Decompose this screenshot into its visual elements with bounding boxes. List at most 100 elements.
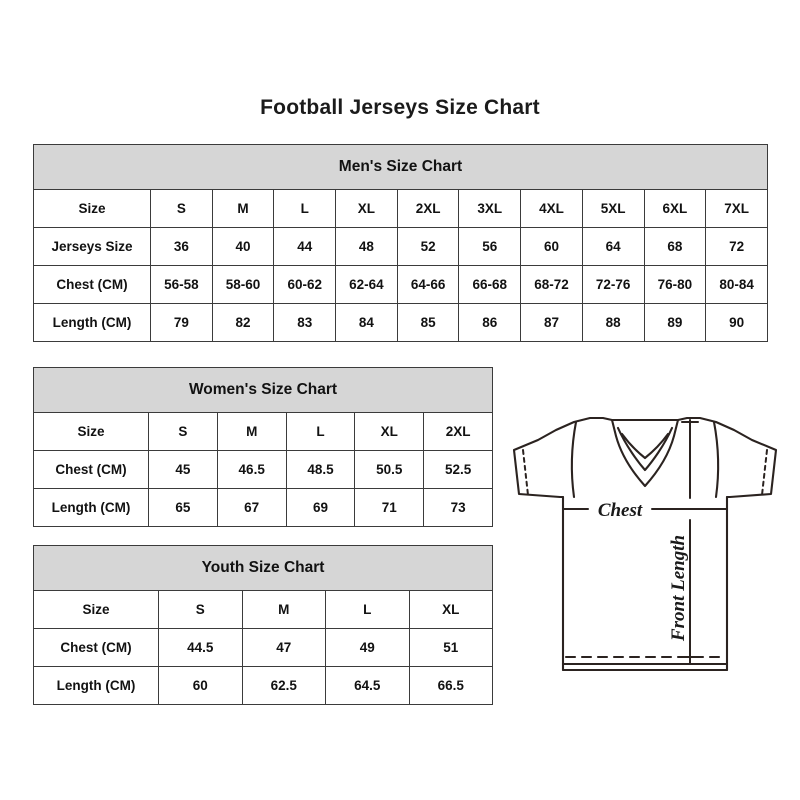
table-row: Chest (CM) 56-58 58-60 60-62 62-64 64-66… bbox=[33, 265, 769, 304]
table-cell: 56 bbox=[458, 227, 522, 266]
table-cell: 64-66 bbox=[396, 265, 460, 304]
youth-band-label: Youth Size Chart bbox=[32, 545, 494, 591]
column-header: XL bbox=[335, 189, 398, 228]
column-header: XL bbox=[354, 412, 425, 451]
mens-size-table: Men's Size Chart Size S M L XL 2XL 3XL 4… bbox=[32, 144, 769, 342]
column-header: M bbox=[211, 189, 275, 228]
table-cell: 76-80 bbox=[643, 265, 707, 304]
table-cell: 68 bbox=[643, 227, 707, 266]
table-band-row: Men's Size Chart bbox=[32, 144, 769, 190]
table-cell: 50.5 bbox=[354, 450, 425, 489]
table-row: Chest (CM) 45 46.5 48.5 50.5 52.5 bbox=[33, 450, 494, 489]
table-cell: 87 bbox=[520, 303, 583, 342]
table-header-row: Size S M L XL bbox=[33, 590, 494, 629]
table-cell: 68-72 bbox=[520, 265, 583, 304]
table-band-row: Youth Size Chart bbox=[32, 545, 494, 591]
youth-size-table: Youth Size Chart Size S M L XL Chest (CM… bbox=[32, 545, 494, 705]
table-cell: 49 bbox=[325, 628, 410, 667]
table-cell: 52 bbox=[396, 227, 460, 266]
table-cell: 89 bbox=[643, 303, 707, 342]
table-row: Length (CM) 79 82 83 84 85 86 87 88 89 9… bbox=[33, 303, 769, 342]
column-header: 2XL bbox=[423, 412, 494, 451]
table-cell: 64.5 bbox=[325, 666, 410, 705]
table-cell: 79 bbox=[150, 303, 213, 342]
table-cell: 46.5 bbox=[216, 450, 287, 489]
column-header: Size bbox=[33, 412, 149, 451]
column-header: M bbox=[216, 412, 287, 451]
page-title: Football Jerseys Size Chart bbox=[260, 96, 540, 119]
column-header: 5XL bbox=[581, 189, 645, 228]
table-cell: 67 bbox=[216, 488, 287, 527]
table-cell: 73 bbox=[423, 488, 494, 527]
table-cell: 60 bbox=[158, 666, 243, 705]
row-label: Length (CM) bbox=[33, 488, 149, 527]
column-header: Size bbox=[33, 189, 151, 228]
table-cell: 82 bbox=[211, 303, 275, 342]
row-label: Jerseys Size bbox=[33, 227, 151, 266]
table-cell: 84 bbox=[335, 303, 398, 342]
table-cell: 60-62 bbox=[273, 265, 337, 304]
column-header: L bbox=[285, 412, 356, 451]
table-cell: 90 bbox=[705, 303, 769, 342]
v-neck-jersey-measurement-diagram: Chest Front Length bbox=[500, 398, 790, 694]
table-cell: 66-68 bbox=[458, 265, 522, 304]
table-cell: 85 bbox=[396, 303, 460, 342]
table-cell: 62-64 bbox=[335, 265, 398, 304]
womens-band-label: Women's Size Chart bbox=[32, 367, 494, 413]
row-label: Length (CM) bbox=[33, 666, 159, 705]
mens-band-label: Men's Size Chart bbox=[32, 144, 769, 190]
column-header: M bbox=[241, 590, 326, 629]
table-cell: 48 bbox=[335, 227, 398, 266]
table-row: Length (CM) 65 67 69 71 73 bbox=[33, 488, 494, 527]
column-header: S bbox=[150, 189, 213, 228]
table-cell: 45 bbox=[148, 450, 218, 489]
column-header: L bbox=[325, 590, 410, 629]
table-header-row: Size S M L XL 2XL bbox=[33, 412, 494, 451]
table-cell: 48.5 bbox=[285, 450, 356, 489]
womens-size-table: Women's Size Chart Size S M L XL 2XL Che… bbox=[32, 367, 494, 527]
table-cell: 52.5 bbox=[423, 450, 494, 489]
column-header: 4XL bbox=[520, 189, 583, 228]
table-cell: 83 bbox=[273, 303, 337, 342]
table-cell: 64 bbox=[581, 227, 645, 266]
table-cell: 72-76 bbox=[581, 265, 645, 304]
column-header: S bbox=[158, 590, 243, 629]
table-cell: 71 bbox=[354, 488, 425, 527]
table-cell: 60 bbox=[520, 227, 583, 266]
row-label: Chest (CM) bbox=[33, 450, 149, 489]
row-label: Chest (CM) bbox=[33, 265, 151, 304]
column-header: 3XL bbox=[458, 189, 522, 228]
table-cell: 44.5 bbox=[158, 628, 243, 667]
table-cell: 72 bbox=[705, 227, 769, 266]
table-cell: 58-60 bbox=[211, 265, 275, 304]
column-header: Size bbox=[33, 590, 159, 629]
table-header-row: Size S M L XL 2XL 3XL 4XL 5XL 6XL 7XL bbox=[33, 189, 769, 228]
front-length-measure-label: Front Length bbox=[668, 535, 689, 642]
table-cell: 56-58 bbox=[150, 265, 213, 304]
table-cell: 65 bbox=[148, 488, 218, 527]
table-cell: 44 bbox=[273, 227, 337, 266]
table-cell: 69 bbox=[285, 488, 356, 527]
table-cell: 40 bbox=[211, 227, 275, 266]
table-cell: 80-84 bbox=[705, 265, 769, 304]
table-cell: 51 bbox=[408, 628, 494, 667]
column-header: XL bbox=[408, 590, 494, 629]
table-cell: 47 bbox=[241, 628, 326, 667]
column-header: L bbox=[273, 189, 337, 228]
table-cell: 86 bbox=[458, 303, 522, 342]
table-cell: 88 bbox=[581, 303, 645, 342]
table-cell: 36 bbox=[150, 227, 213, 266]
row-label: Length (CM) bbox=[33, 303, 151, 342]
row-label: Chest (CM) bbox=[33, 628, 159, 667]
table-band-row: Women's Size Chart bbox=[32, 367, 494, 413]
column-header: 6XL bbox=[643, 189, 707, 228]
table-cell: 66.5 bbox=[408, 666, 494, 705]
column-header: 7XL bbox=[705, 189, 769, 228]
chest-measure-label: Chest bbox=[598, 500, 643, 521]
column-header: 2XL bbox=[396, 189, 460, 228]
table-row: Jerseys Size 36 40 44 48 52 56 60 64 68 … bbox=[33, 227, 769, 266]
table-row: Length (CM) 60 62.5 64.5 66.5 bbox=[33, 666, 494, 705]
table-cell: 62.5 bbox=[241, 666, 326, 705]
table-row: Chest (CM) 44.5 47 49 51 bbox=[33, 628, 494, 667]
